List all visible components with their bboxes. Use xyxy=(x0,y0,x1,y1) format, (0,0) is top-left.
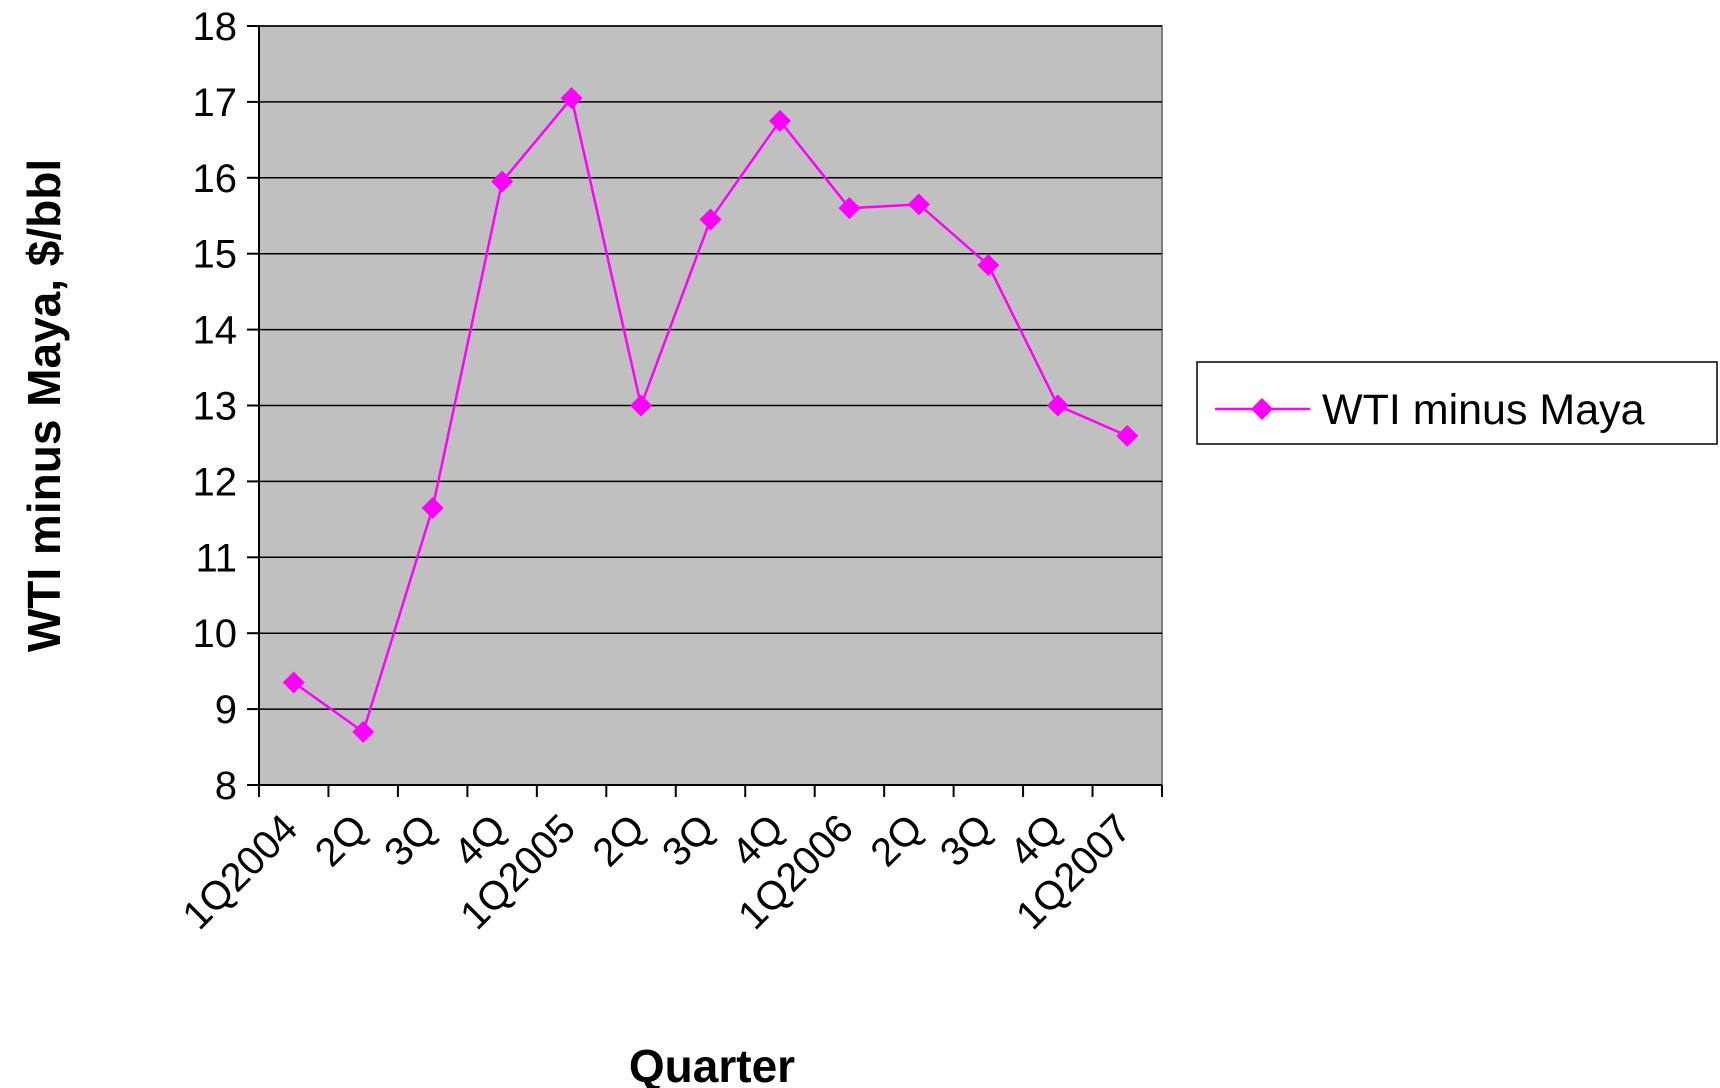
data-point xyxy=(838,197,861,220)
y-tick-label: 11 xyxy=(195,536,237,580)
data-point xyxy=(977,254,1000,277)
y-tick-label: 18 xyxy=(193,5,238,49)
data-point xyxy=(421,496,444,519)
x-axis-title: Quarter xyxy=(629,1040,795,1088)
gridlines xyxy=(259,25,1162,710)
legend-label: WTI minus Maya xyxy=(1322,386,1645,434)
legend: WTI minus Maya xyxy=(1196,361,1718,445)
data-point xyxy=(560,87,583,110)
data-point xyxy=(352,720,375,743)
data-point xyxy=(491,170,514,193)
y-axis-ticks: 8 9 10 11 12 13 14 15 16 17 18 xyxy=(193,5,259,808)
y-axis-title: WTI minus Maya, $/bbl xyxy=(18,159,70,652)
y-tick-label: 10 xyxy=(193,612,238,656)
x-tick-label: 1Q2004 xyxy=(174,806,306,938)
series-layer xyxy=(282,87,1139,743)
y-tick-label: 8 xyxy=(215,764,237,808)
data-point xyxy=(768,109,791,132)
y-tick-label: 17 xyxy=(193,81,238,125)
data-point xyxy=(907,193,930,216)
data-point xyxy=(1116,424,1139,447)
y-tick-label: 15 xyxy=(193,233,238,277)
x-tick-label: 3Q xyxy=(932,806,1001,875)
y-tick-label: 13 xyxy=(193,385,238,429)
x-tick-label: 3Q xyxy=(654,806,723,875)
data-point xyxy=(699,208,722,231)
y-tick-label: 9 xyxy=(215,688,237,732)
data-point xyxy=(282,671,305,694)
legend-box xyxy=(1196,361,1718,445)
x-tick-label: 2Q xyxy=(585,806,654,875)
data-point xyxy=(1046,394,1069,417)
y-tick-label: 12 xyxy=(193,460,238,504)
data-point xyxy=(630,394,653,417)
y-tick-label: 14 xyxy=(193,309,238,353)
x-tick-label: 3Q xyxy=(376,806,445,875)
x-tick-label: 2Q xyxy=(307,806,376,875)
legend-marker xyxy=(1251,398,1273,420)
x-tick-label: 2Q xyxy=(862,806,931,875)
y-tick-label: 16 xyxy=(193,157,238,201)
